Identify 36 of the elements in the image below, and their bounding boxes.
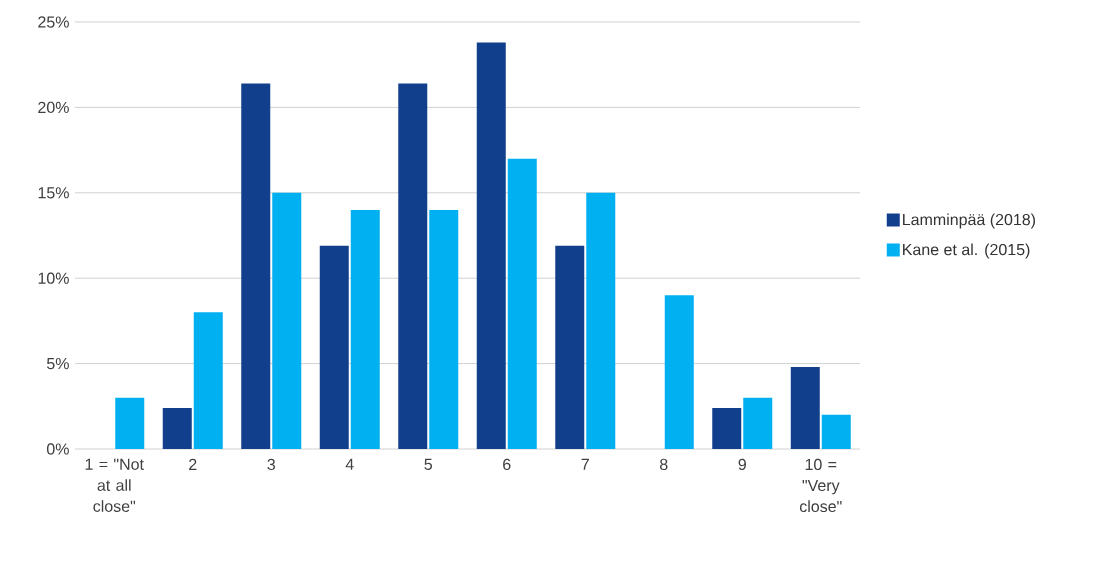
bar xyxy=(319,245,349,449)
x-tick-label: 9 xyxy=(738,458,746,471)
x-tick-label: 2 xyxy=(189,458,197,470)
bar xyxy=(664,295,694,449)
y-tick-label: 15% xyxy=(38,187,69,199)
legend-label: Kane et al. (2015) xyxy=(903,243,1030,259)
bar xyxy=(398,83,428,449)
bar xyxy=(193,312,223,449)
bar xyxy=(115,397,145,449)
x-tick-label: 4 xyxy=(345,458,354,470)
bar xyxy=(272,192,302,449)
y-tick-label: 0% xyxy=(46,443,69,455)
bar xyxy=(790,367,820,449)
bar xyxy=(743,397,773,449)
bar xyxy=(712,408,742,449)
y-tick-label: 10% xyxy=(38,272,69,284)
x-tick-label: 3 xyxy=(267,458,276,471)
x-tick-label: 8 xyxy=(660,458,668,471)
x-tick-label: 6 xyxy=(503,458,511,471)
legend-label: Lamminpää (2018) xyxy=(903,213,1036,229)
y-tick-label: 5% xyxy=(46,357,69,370)
y-tick-label: 20% xyxy=(38,101,69,114)
bar xyxy=(162,408,192,449)
x-tick-label: 5 xyxy=(424,458,433,470)
bar xyxy=(241,83,271,449)
x-tick-label: 1 = "Not at all close" xyxy=(85,458,144,512)
bar xyxy=(429,209,459,449)
bar xyxy=(555,245,585,449)
bar xyxy=(507,158,537,449)
x-tick-label: 7 xyxy=(581,458,589,470)
y-tick-label: 25% xyxy=(38,16,69,28)
bar xyxy=(821,414,851,449)
x-tick-label: 10 = "Very close" xyxy=(799,458,842,513)
bar xyxy=(350,209,380,449)
bar xyxy=(476,42,506,449)
bar xyxy=(586,192,616,449)
